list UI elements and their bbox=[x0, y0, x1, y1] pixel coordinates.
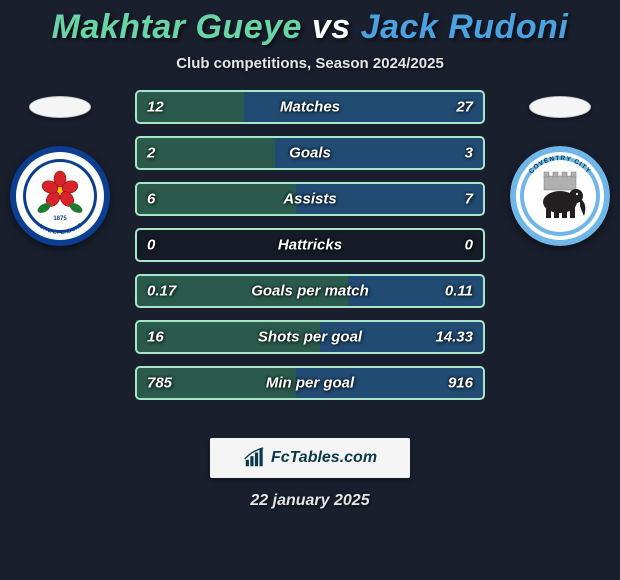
brand-text: FcTables.com bbox=[271, 449, 377, 467]
page-title: Makhtar Gueye vs Jack Rudoni bbox=[0, 8, 620, 47]
stat-bars: 1227Matches23Goals67Assists00Hattricks0.… bbox=[135, 90, 485, 400]
comparison-body: BLACKBURN ROVERS ARTE ET LABORE 1875 bbox=[0, 90, 620, 420]
brand-logo: FcTables.com bbox=[210, 438, 410, 478]
stat-row: 785916Min per goal bbox=[135, 366, 485, 400]
stat-row: 67Assists bbox=[135, 182, 485, 216]
player1-name: Makhtar Gueye bbox=[52, 8, 302, 46]
stat-value-left: 2 bbox=[147, 145, 155, 162]
stat-value-left: 6 bbox=[147, 191, 155, 208]
svg-text:1875: 1875 bbox=[53, 216, 67, 222]
stat-value-right: 0 bbox=[465, 237, 473, 254]
bar-chart-icon bbox=[243, 447, 265, 469]
stat-value-left: 785 bbox=[147, 375, 172, 392]
stat-row: 23Goals bbox=[135, 136, 485, 170]
stat-fill-left bbox=[137, 138, 275, 168]
stat-fill-left bbox=[137, 184, 296, 214]
player1-flag bbox=[29, 96, 91, 118]
stat-fill-left bbox=[137, 322, 320, 352]
vs-label: vs bbox=[312, 8, 351, 46]
player1-badge-column: BLACKBURN ROVERS ARTE ET LABORE 1875 bbox=[0, 90, 120, 246]
comparison-card: Makhtar Gueye vs Jack Rudoni Club compet… bbox=[0, 0, 620, 580]
stat-value-right: 916 bbox=[448, 375, 473, 392]
stat-value-right: 14.33 bbox=[435, 329, 473, 346]
stat-value-left: 0.17 bbox=[147, 283, 176, 300]
stat-value-right: 3 bbox=[465, 145, 473, 162]
stat-row: 0.170.11Goals per match bbox=[135, 274, 485, 308]
subtitle: Club competitions, Season 2024/2025 bbox=[0, 55, 620, 72]
date-label: 22 january 2025 bbox=[0, 492, 620, 510]
stat-value-left: 16 bbox=[147, 329, 164, 346]
stat-row: 1614.33Shots per goal bbox=[135, 320, 485, 354]
stat-value-right: 7 bbox=[465, 191, 473, 208]
stat-value-left: 12 bbox=[147, 99, 164, 116]
stat-label: Hattricks bbox=[137, 237, 483, 254]
player2-name: Jack Rudoni bbox=[361, 8, 569, 46]
stat-row: 0 0Hattricks bbox=[135, 228, 485, 262]
stat-fill-right bbox=[296, 184, 483, 214]
stat-value-right: 0.11 bbox=[445, 283, 473, 300]
stat-row: 1227Matches bbox=[135, 90, 485, 124]
stat-fill-right bbox=[244, 92, 483, 122]
player2-badge-column: COVENTRY CITY bbox=[500, 90, 620, 246]
stat-value-left: 0 bbox=[147, 237, 155, 254]
coventry-city-crest: COVENTRY CITY bbox=[510, 146, 610, 246]
blackburn-rovers-crest: BLACKBURN ROVERS ARTE ET LABORE 1875 bbox=[10, 146, 110, 246]
stat-value-right: 27 bbox=[456, 99, 473, 116]
stat-fill-right bbox=[275, 138, 483, 168]
player2-flag bbox=[529, 96, 591, 118]
